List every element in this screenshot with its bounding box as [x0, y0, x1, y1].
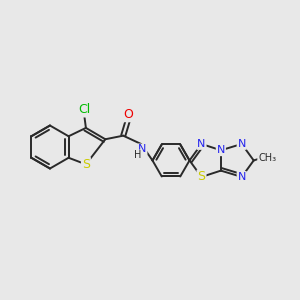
Text: H: H: [134, 150, 141, 161]
Text: N: N: [238, 139, 246, 149]
Text: S: S: [82, 158, 90, 171]
Text: S: S: [197, 170, 206, 183]
Text: O: O: [123, 108, 133, 121]
Text: Cl: Cl: [78, 103, 91, 116]
Text: N: N: [138, 144, 146, 154]
Text: N: N: [217, 145, 225, 155]
Text: N: N: [238, 172, 246, 182]
Text: CH₃: CH₃: [258, 153, 276, 163]
Text: N: N: [197, 139, 206, 149]
